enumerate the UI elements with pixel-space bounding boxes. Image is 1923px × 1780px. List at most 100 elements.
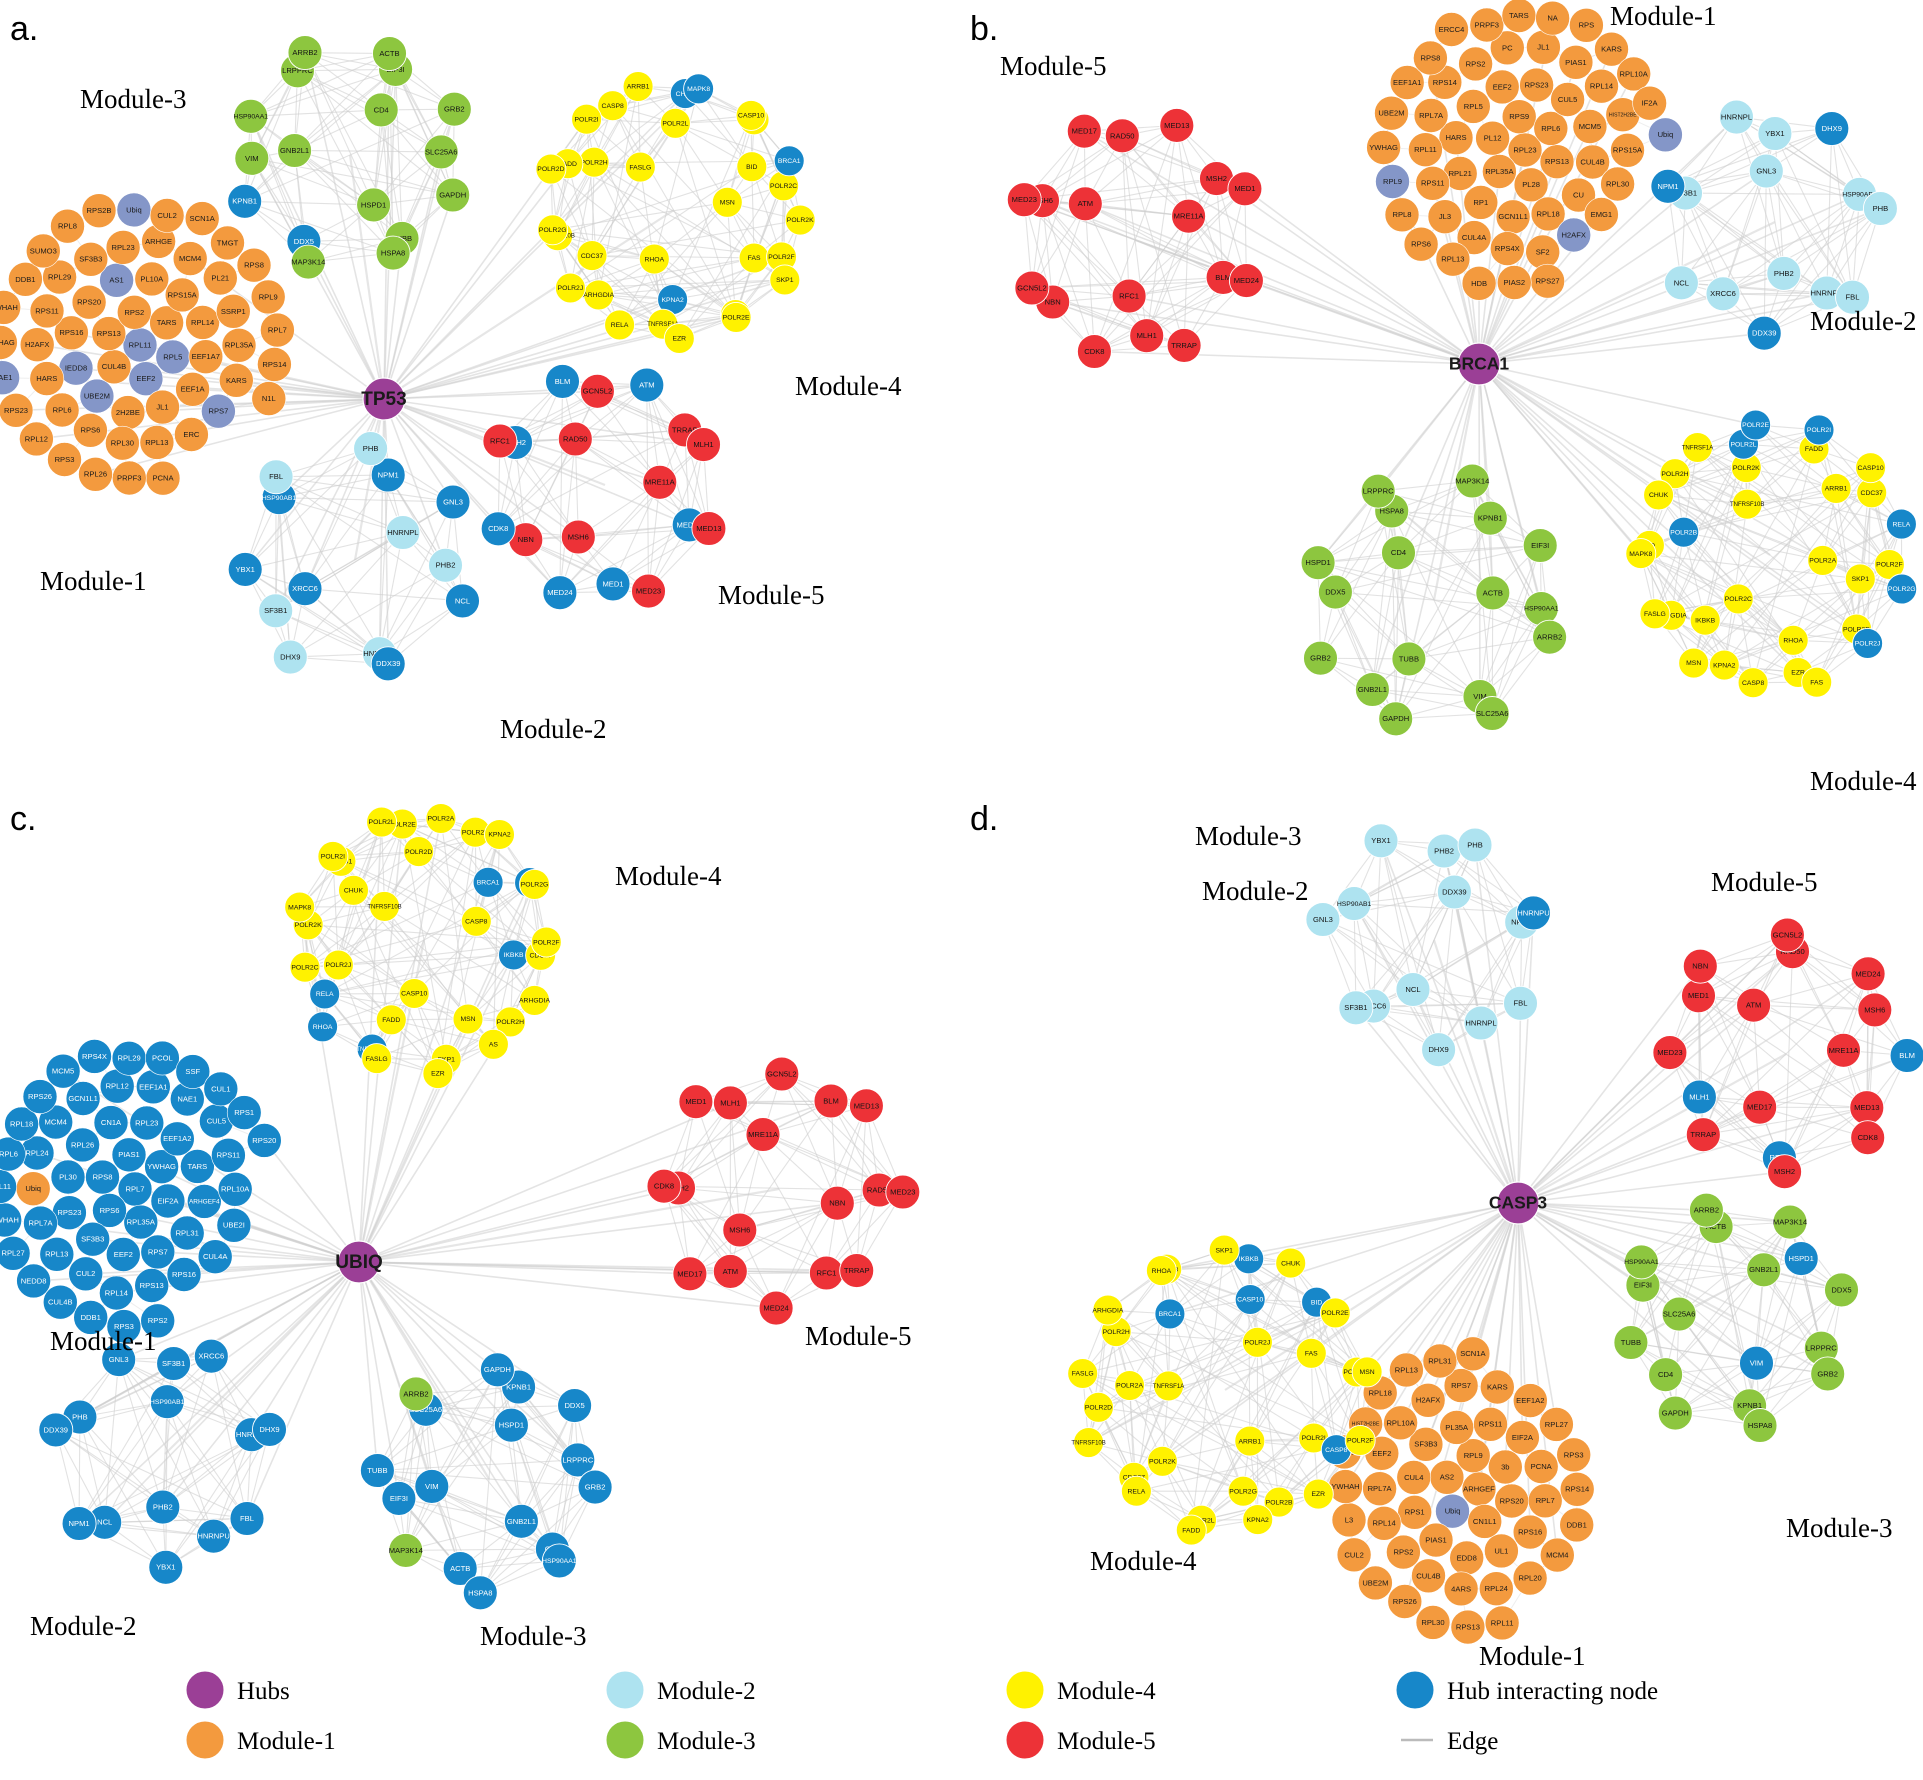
svg-text:ACTB: ACTB bbox=[450, 1564, 470, 1573]
svg-text:NAE1: NAE1 bbox=[177, 1094, 197, 1103]
svg-text:ATM: ATM bbox=[639, 381, 654, 390]
svg-text:RAD50: RAD50 bbox=[1110, 131, 1134, 140]
svg-text:EEF2: EEF2 bbox=[1372, 1449, 1391, 1458]
svg-text:ARHGEF4: ARHGEF4 bbox=[189, 1198, 220, 1205]
svg-text:MSH6: MSH6 bbox=[1864, 1005, 1885, 1014]
svg-text:RPS20: RPS20 bbox=[77, 298, 101, 307]
svg-text:XRCC6: XRCC6 bbox=[198, 1352, 224, 1361]
svg-text:CASP8: CASP8 bbox=[602, 103, 625, 110]
svg-text:RPL27: RPL27 bbox=[1545, 1420, 1568, 1429]
svg-text:PHB2: PHB2 bbox=[436, 561, 456, 570]
svg-text:PC: PC bbox=[1502, 43, 1513, 52]
svg-text:RPL13: RPL13 bbox=[145, 438, 168, 447]
svg-text:SUMO3: SUMO3 bbox=[30, 246, 57, 255]
svg-text:HSP90AA1: HSP90AA1 bbox=[234, 114, 269, 121]
svg-text:KPNB1: KPNB1 bbox=[506, 1382, 531, 1391]
svg-text:HSP90AA1: HSP90AA1 bbox=[1624, 1259, 1659, 1266]
svg-text:RPS2: RPS2 bbox=[124, 308, 144, 317]
svg-text:YBX1: YBX1 bbox=[235, 565, 254, 574]
svg-text:DHX9: DHX9 bbox=[1822, 124, 1842, 133]
svg-text:RPS1: RPS1 bbox=[234, 1108, 254, 1117]
svg-text:VIM: VIM bbox=[245, 154, 259, 163]
svg-text:HSPD1: HSPD1 bbox=[361, 200, 386, 209]
svg-text:GAPDH: GAPDH bbox=[1662, 1409, 1689, 1418]
svg-text:PHB: PHB bbox=[363, 444, 379, 453]
svg-text:GCN1L1: GCN1L1 bbox=[68, 1094, 98, 1103]
svg-text:JL1: JL1 bbox=[1537, 43, 1549, 52]
svg-text:CASP10: CASP10 bbox=[738, 113, 764, 120]
svg-text:RPL11: RPL11 bbox=[129, 340, 152, 349]
svg-text:RPS2B: RPS2B bbox=[87, 206, 112, 215]
svg-text:POLR2E: POLR2E bbox=[723, 315, 750, 322]
svg-text:CN1A: CN1A bbox=[101, 1118, 122, 1127]
svg-text:RPL14: RPL14 bbox=[1590, 82, 1613, 91]
svg-text:PCNA: PCNA bbox=[152, 474, 174, 483]
svg-text:RFC1: RFC1 bbox=[816, 1268, 836, 1277]
svg-text:POLR2D: POLR2D bbox=[405, 849, 432, 856]
svg-text:RPS2: RPS2 bbox=[148, 1316, 168, 1325]
svg-text:CUL2: CUL2 bbox=[76, 1269, 95, 1278]
svg-text:HNRNPL: HNRNPL bbox=[1465, 1018, 1496, 1027]
svg-text:MED17: MED17 bbox=[677, 1269, 702, 1278]
svg-text:RPS7: RPS7 bbox=[208, 407, 228, 416]
svg-text:POLR2K: POLR2K bbox=[787, 217, 814, 224]
svg-text:MED1: MED1 bbox=[685, 1097, 706, 1106]
svg-text:LRPPRC: LRPPRC bbox=[1806, 1344, 1837, 1353]
svg-text:KPNB1: KPNB1 bbox=[1478, 514, 1503, 523]
svg-text:RHOA: RHOA bbox=[1783, 638, 1803, 645]
svg-text:RPL9: RPL9 bbox=[259, 292, 278, 301]
svg-text:PHB: PHB bbox=[1467, 840, 1483, 849]
svg-text:HSP90AA1: HSP90AA1 bbox=[1524, 606, 1559, 613]
svg-text:BLM: BLM bbox=[1899, 1051, 1915, 1060]
svg-text:TNFRSF10B: TNFRSF10B bbox=[1071, 1441, 1105, 1447]
svg-text:KARS: KARS bbox=[1601, 45, 1622, 54]
svg-text:MED17: MED17 bbox=[1747, 1103, 1772, 1112]
svg-text:RPL13: RPL13 bbox=[1441, 255, 1464, 264]
svg-text:Module-4: Module-4 bbox=[1810, 766, 1917, 796]
svg-text:EIF3I: EIF3I bbox=[1531, 541, 1549, 550]
svg-text:SLC25A6: SLC25A6 bbox=[1663, 1310, 1696, 1319]
svg-text:POLR2G: POLR2G bbox=[1888, 586, 1916, 593]
svg-text:GNB2L1: GNB2L1 bbox=[1358, 685, 1387, 694]
svg-text:CHUK: CHUK bbox=[344, 888, 364, 895]
svg-text:POLR2I: POLR2I bbox=[575, 116, 599, 123]
svg-text:VIM: VIM bbox=[425, 1482, 439, 1491]
svg-text:H2AFX: H2AFX bbox=[1561, 230, 1585, 239]
svg-text:RPS: RPS bbox=[1579, 21, 1595, 30]
svg-text:YWHAG: YWHAG bbox=[147, 1162, 176, 1171]
svg-text:RPL26: RPL26 bbox=[84, 470, 107, 479]
svg-text:POLR2J: POLR2J bbox=[1245, 1339, 1271, 1346]
svg-text:BLM: BLM bbox=[555, 377, 571, 386]
svg-text:RPS26: RPS26 bbox=[28, 1092, 52, 1101]
svg-text:POLR2B: POLR2B bbox=[1670, 529, 1697, 536]
svg-text:Module-5: Module-5 bbox=[718, 580, 824, 610]
svg-text:a.: a. bbox=[10, 10, 38, 48]
svg-text:MAPK8: MAPK8 bbox=[288, 904, 311, 911]
svg-text:MSH6: MSH6 bbox=[568, 532, 589, 541]
svg-text:POLR2B: POLR2B bbox=[1266, 1499, 1293, 1506]
svg-text:POLR2G: POLR2G bbox=[539, 227, 567, 234]
svg-text:2H2BE: 2H2BE bbox=[116, 408, 140, 417]
svg-text:RPS3: RPS3 bbox=[55, 455, 75, 464]
svg-text:GAPDH: GAPDH bbox=[484, 1365, 511, 1374]
svg-text:Hubs: Hubs bbox=[237, 1678, 290, 1705]
svg-text:CUL5: CUL5 bbox=[207, 1117, 226, 1126]
svg-text:H2AFX: H2AFX bbox=[25, 340, 49, 349]
svg-text:CUL4A: CUL4A bbox=[203, 1252, 228, 1261]
svg-text:RPL9: RPL9 bbox=[1383, 177, 1402, 186]
svg-text:MED1: MED1 bbox=[602, 579, 623, 588]
svg-text:RPS7: RPS7 bbox=[1451, 1381, 1471, 1390]
svg-text:RPS13: RPS13 bbox=[97, 329, 121, 338]
svg-text:RPL18: RPL18 bbox=[1369, 1388, 1392, 1397]
svg-text:SF3B1: SF3B1 bbox=[162, 1359, 185, 1368]
svg-text:Module-3: Module-3 bbox=[480, 1621, 586, 1651]
svg-text:TMGT: TMGT bbox=[217, 238, 239, 247]
svg-text:PIAS2: PIAS2 bbox=[1504, 278, 1526, 287]
svg-text:AS1: AS1 bbox=[109, 276, 123, 285]
svg-text:POLR2I: POLR2I bbox=[1807, 427, 1831, 434]
svg-text:NCL: NCL bbox=[1674, 278, 1689, 287]
svg-text:MCM4: MCM4 bbox=[1546, 1551, 1568, 1560]
svg-text:HSPA8: HSPA8 bbox=[468, 1588, 492, 1597]
svg-text:DDX5: DDX5 bbox=[1831, 1285, 1851, 1294]
svg-text:EZR: EZR bbox=[1311, 1491, 1325, 1498]
